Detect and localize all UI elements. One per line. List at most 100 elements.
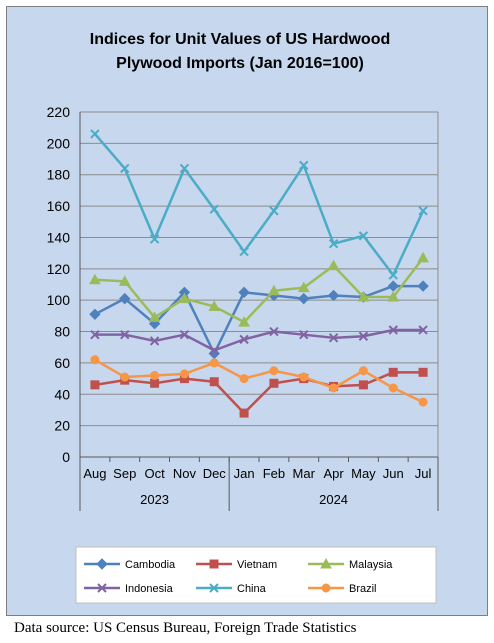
y-tick-label-80: 80 xyxy=(54,324,70,340)
data-point-brazil-jan xyxy=(239,374,249,384)
legend-marker-malaysia xyxy=(320,557,332,569)
legend-marker-vietnam xyxy=(209,559,219,569)
series-indonesia xyxy=(90,325,428,356)
data-point-indonesia-jul xyxy=(418,325,428,335)
axes: 0 20 40 60 80 100 120 140 160 180 200 220 Aug Sep Oct N… xyxy=(47,104,439,511)
series-brazil xyxy=(90,355,428,407)
x-tick-label-jul: Jul xyxy=(415,466,432,481)
x-tick-label-mar: Mar xyxy=(293,466,316,481)
y-tick-label-40: 40 xyxy=(54,386,70,402)
x-tick-label-nov: Nov xyxy=(173,466,197,481)
data-point-indonesia-dec xyxy=(209,345,219,356)
data-point-brazil-may xyxy=(358,366,368,376)
data-point-brazil-aug xyxy=(90,355,100,365)
legend-label-indonesia: Indonesia xyxy=(125,583,174,595)
chart-title: Indices for Unit Values of US Hardwood P… xyxy=(30,28,450,76)
data-point-vietnam-jul xyxy=(418,367,428,377)
data-point-malaysia-feb xyxy=(268,284,280,296)
y-tick-label-220: 220 xyxy=(47,104,71,120)
y-tick-label-180: 180 xyxy=(47,167,71,183)
data-point-vietnam-dec xyxy=(209,377,219,387)
data-point-malaysia-dec xyxy=(208,300,221,311)
data-point-cambodia-apr xyxy=(327,289,340,302)
data-point-malaysia-jan xyxy=(238,316,250,327)
y-tick-label-200: 200 xyxy=(47,135,71,151)
y-tick-label-120: 120 xyxy=(47,261,71,277)
x-tick-label-may: May xyxy=(351,466,376,481)
y-tick-label-100: 100 xyxy=(47,292,71,308)
data-point-indonesia-jan xyxy=(239,334,249,345)
data-point-indonesia-nov xyxy=(179,329,190,340)
x-tick-label-dec: Dec xyxy=(203,466,227,481)
data-point-vietnam-feb xyxy=(269,378,279,388)
data-point-china-jun xyxy=(388,270,398,280)
x-tick-label-oct: Oct xyxy=(144,466,165,481)
data-point-vietnam-may xyxy=(358,380,368,390)
data-point-china-nov xyxy=(179,163,190,174)
series-line-brazil xyxy=(94,358,424,404)
data-point-brazil-dec xyxy=(209,358,219,368)
y-tick-label-160: 160 xyxy=(47,198,71,214)
data-point-indonesia-oct xyxy=(149,336,160,346)
series-line-cambodia xyxy=(94,284,424,355)
data-point-malaysia-apr xyxy=(327,259,340,271)
y-tick-label-140: 140 xyxy=(47,229,71,245)
data-point-indonesia-mar xyxy=(299,329,309,340)
legend-item-brazil: Brazil xyxy=(308,583,377,595)
data-point-indonesia-jun xyxy=(388,325,398,335)
data-point-brazil-mar xyxy=(299,372,309,382)
data-point-china-jul xyxy=(418,206,428,216)
data-point-malaysia-aug xyxy=(89,273,101,285)
data-point-brazil-nov xyxy=(179,369,189,379)
data-source-note: Data source: US Census Bureau, Foreign T… xyxy=(14,620,357,636)
data-point-vietnam-oct xyxy=(150,378,160,388)
data-point-china-sep xyxy=(120,163,130,174)
data-point-china-jan xyxy=(239,246,249,257)
series-china xyxy=(90,129,428,280)
data-point-brazil-jun xyxy=(388,383,398,393)
y-tick-label-60: 60 xyxy=(54,355,70,371)
data-point-china-feb xyxy=(269,206,279,216)
legend-label-vietnam: Vietnam xyxy=(237,559,277,571)
data-point-malaysia-nov xyxy=(178,292,191,304)
legend-label-china: China xyxy=(237,583,267,595)
legend-box xyxy=(75,546,437,604)
legend-marker-cambodia xyxy=(96,558,108,570)
legend-item-vietnam: Vietnam xyxy=(196,559,277,571)
legend-marker-indonesia xyxy=(97,583,107,593)
legend: Cambodia Vietnam Malaysia Indonesia China Bra… xyxy=(75,546,437,604)
data-point-cambodia-mar xyxy=(298,292,310,305)
data-point-indonesia-aug xyxy=(90,329,100,340)
data-point-malaysia-oct xyxy=(148,311,161,322)
legend-marker-china xyxy=(209,583,219,593)
data-point-cambodia-jan xyxy=(238,286,250,299)
series-line-vietnam xyxy=(94,371,424,415)
x-group-label-2023: 2023 xyxy=(140,492,169,507)
legend-marker-brazil xyxy=(321,583,331,593)
data-point-vietnam-aug xyxy=(90,380,100,390)
legend-label-malaysia: Malaysia xyxy=(349,559,393,571)
data-point-china-may xyxy=(358,231,369,241)
series-line-indonesia xyxy=(94,328,424,352)
x-tick-label-apr: Apr xyxy=(323,466,344,481)
data-point-brazil-oct xyxy=(150,370,160,380)
x-tick-label-jun: Jun xyxy=(383,466,404,481)
data-point-cambodia-jul xyxy=(417,280,429,292)
data-point-brazil-sep xyxy=(120,372,130,382)
x-tick-label-aug: Aug xyxy=(83,466,106,481)
data-point-vietnam-jun xyxy=(388,367,398,377)
data-point-malaysia-jun xyxy=(387,291,400,302)
legend-label-brazil: Brazil xyxy=(349,583,377,595)
data-point-malaysia-sep xyxy=(118,275,131,286)
data-point-china-apr xyxy=(328,239,339,249)
chart-title-line1: Indices for Unit Values of US Hardwood xyxy=(89,31,391,48)
data-point-brazil-jul xyxy=(418,397,428,407)
data-point-brazil-apr xyxy=(329,383,339,393)
data-point-brazil-feb xyxy=(269,366,279,376)
data-point-china-oct xyxy=(149,234,160,244)
x-tick-label-jan: Jan xyxy=(234,466,255,481)
data-point-china-dec xyxy=(209,204,219,214)
y-tick-label-0: 0 xyxy=(62,449,70,465)
data-point-china-mar xyxy=(299,160,309,171)
